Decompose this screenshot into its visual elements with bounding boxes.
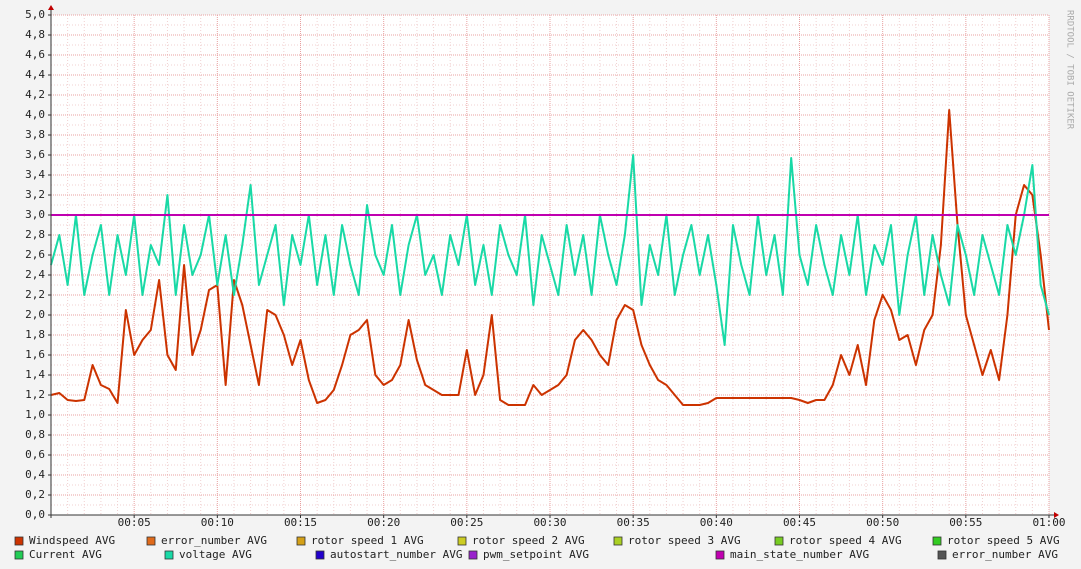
- y-tick-label: 3,2: [25, 188, 45, 201]
- x-tick-label: 00:40: [700, 516, 733, 529]
- legend-label: rotor speed 2 AVG: [472, 534, 585, 547]
- y-tick-label: 0,2: [25, 488, 45, 501]
- y-tick-label: 4,6: [25, 48, 45, 61]
- x-tick-label: 00:10: [201, 516, 234, 529]
- y-tick-label: 1,8: [25, 328, 45, 341]
- legend-swatch: [715, 550, 725, 560]
- y-axis-arrow: [48, 5, 54, 10]
- x-tick-label: 00:15: [284, 516, 317, 529]
- x-tick-label: 00:45: [783, 516, 816, 529]
- watermark: RRDTOOL / TOBI OETIKER: [1065, 10, 1075, 130]
- legend-swatch: [315, 550, 325, 560]
- legend-label: main_state_number AVG: [730, 548, 869, 561]
- y-tick-label: 2,4: [25, 268, 45, 281]
- x-tick-label: 00:50: [866, 516, 899, 529]
- y-tick-label: 1,0: [25, 408, 45, 421]
- y-tick-label: 3,4: [25, 168, 45, 181]
- x-tick-label: 01:00: [1032, 516, 1065, 529]
- x-tick-label: 00:35: [617, 516, 650, 529]
- x-tick-label: 00:30: [533, 516, 566, 529]
- y-tick-label: 5,0: [25, 8, 45, 21]
- x-tick-label: 00:05: [118, 516, 151, 529]
- y-tick-label: 2,0: [25, 308, 45, 321]
- y-tick-label: 3,0: [25, 208, 45, 221]
- y-tick-label: 4,0: [25, 108, 45, 121]
- x-axis-arrow: [1054, 512, 1059, 518]
- marks: [50, 109, 1050, 406]
- legend: Windspeed AVG error_number AVG rotor speed…: [14, 534, 1060, 561]
- legend-label: Windspeed AVG: [29, 534, 115, 547]
- legend-label: error_number AVG: [952, 548, 1058, 561]
- legend-label: voltage AVG: [179, 548, 252, 561]
- series-line: [50, 154, 1050, 346]
- y-tick-label: 2,6: [25, 248, 45, 261]
- y-tick-label: 1,6: [25, 348, 45, 361]
- legend-swatch: [774, 536, 784, 546]
- legend-label: Current AVG: [29, 548, 102, 561]
- legend-swatch: [14, 536, 24, 546]
- legend-label: rotor speed 4 AVG: [789, 534, 902, 547]
- x-tick-label: 00:20: [367, 516, 400, 529]
- legend-label: rotor speed 1 AVG: [311, 534, 424, 547]
- legend-label: autostart_number AVG: [330, 548, 462, 561]
- legend-swatch: [457, 536, 467, 546]
- y-tick-label: 3,6: [25, 148, 45, 161]
- y-tick-label: 4,8: [25, 28, 45, 41]
- legend-swatch: [14, 550, 24, 560]
- legend-swatch: [932, 536, 942, 546]
- legend-swatch: [613, 536, 623, 546]
- legend-swatch: [146, 536, 156, 546]
- legend-swatch: [937, 550, 947, 560]
- legend-label: error_number AVG: [161, 534, 267, 547]
- x-tick-label: 00:25: [450, 516, 483, 529]
- y-tick-label: 4,2: [25, 88, 45, 101]
- y-tick-label: 0,4: [25, 468, 45, 481]
- legend-label: rotor speed 3 AVG: [628, 534, 741, 547]
- y-tick-label: 0,6: [25, 448, 45, 461]
- y-tick-label: 1,2: [25, 388, 45, 401]
- y-tick-label: 2,8: [25, 228, 45, 241]
- x-tick-label: 00:55: [949, 516, 982, 529]
- legend-swatch: [296, 536, 306, 546]
- y-tick-label: 2,2: [25, 288, 45, 301]
- y-tick-label: 1,4: [25, 368, 45, 381]
- legend-swatch: [468, 550, 478, 560]
- legend-label: pwm_setpoint AVG: [483, 548, 589, 561]
- y-tick-label: 4,4: [25, 68, 45, 81]
- y-tick-label: 3,8: [25, 128, 45, 141]
- axes: 0,0 0,2 0,4 0,6 0,8 1,0 1,2 1,4 1,6 1,8 2,0 2,2 2,4 2…: [25, 5, 1066, 529]
- y-tick-label: 0,8: [25, 428, 45, 441]
- legend-swatch: [164, 550, 174, 560]
- legend-label: rotor speed 5 AVG: [947, 534, 1060, 547]
- y-tick-label: 0,0: [25, 508, 45, 521]
